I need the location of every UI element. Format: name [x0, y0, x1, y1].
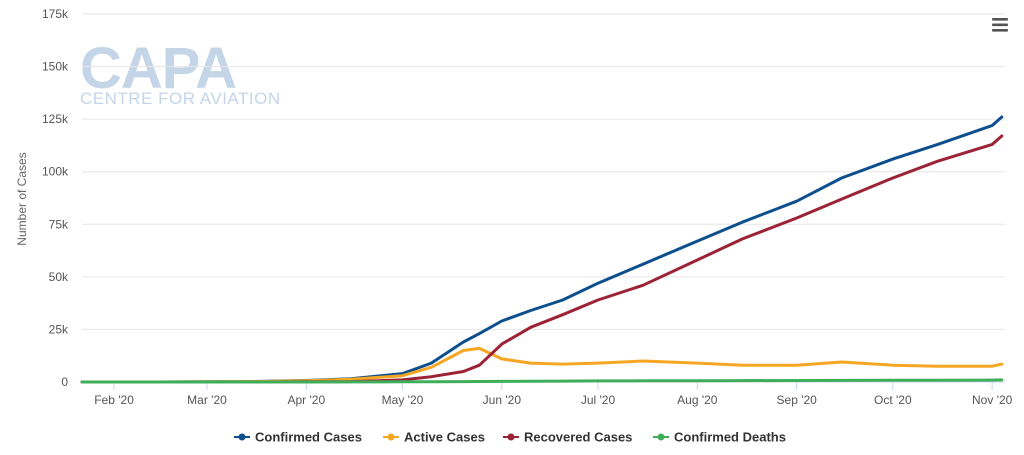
y-axis-title: Number of Cases — [15, 152, 29, 245]
legend-item[interactable]: Confirmed Cases — [234, 430, 362, 445]
series-line-recovered-cases — [80, 134, 1004, 384]
legend-marker — [507, 433, 515, 441]
series-line-confirmed-deaths — [80, 378, 1004, 384]
x-tick-label: Feb '20 — [94, 393, 134, 407]
y-tick-label: 150k — [42, 60, 69, 74]
legend-item[interactable]: Confirmed Deaths — [653, 430, 786, 445]
x-tick-label: Sep '20 — [777, 393, 818, 407]
legend-marker — [238, 433, 246, 441]
hamburger-menu-icon — [992, 18, 1008, 32]
x-tick-label: Aug '20 — [677, 393, 718, 407]
series-lines — [80, 115, 1004, 384]
legend-marker — [657, 433, 665, 441]
y-tick-label: 50k — [49, 270, 69, 284]
x-tick-label: Nov '20 — [972, 393, 1013, 407]
legend-label: Confirmed Cases — [255, 430, 362, 445]
x-tick-label: Oct '20 — [874, 393, 912, 407]
watermark-logo: CAPA — [80, 36, 236, 101]
chart-menu-button[interactable] — [984, 12, 1016, 38]
y-axis: 0 25k 50k 75k 100k 125k 150k 175k — [42, 7, 69, 389]
y-tick-label: 125k — [42, 112, 69, 126]
x-tick-label: Jun '20 — [483, 393, 522, 407]
x-tick-label: Apr '20 — [288, 393, 326, 407]
legend: Confirmed Cases Active Cases Recovered Cas… — [234, 430, 786, 445]
y-tick-label: 75k — [49, 217, 69, 231]
legend-item[interactable]: Active Cases — [383, 430, 485, 445]
legend-marker — [387, 433, 395, 441]
x-tick-label: Mar '20 — [187, 393, 227, 407]
x-axis: Feb '20 Mar '20 Apr '20 May '20 Jun '20 Jul '… — [94, 382, 1013, 407]
legend-label: Confirmed Deaths — [674, 430, 786, 445]
watermark-tagline: CENTRE FOR AVIATION — [80, 89, 281, 108]
legend-item[interactable]: Recovered Cases — [503, 430, 632, 445]
series-line-active-cases — [80, 346, 1004, 384]
capa-watermark: CAPA CENTRE FOR AVIATION — [80, 36, 281, 108]
x-tick-label: May '20 — [382, 393, 424, 407]
series-line-confirmed-cases — [80, 115, 1004, 384]
legend-label: Active Cases — [404, 430, 485, 445]
legend-label: Recovered Cases — [524, 430, 632, 445]
y-tick-label: 0 — [61, 375, 68, 389]
y-tick-label: 25k — [49, 322, 69, 336]
x-tick-label: Jul '20 — [581, 393, 616, 407]
y-tick-label: 175k — [42, 7, 69, 21]
y-tick-label: 100k — [42, 165, 69, 179]
